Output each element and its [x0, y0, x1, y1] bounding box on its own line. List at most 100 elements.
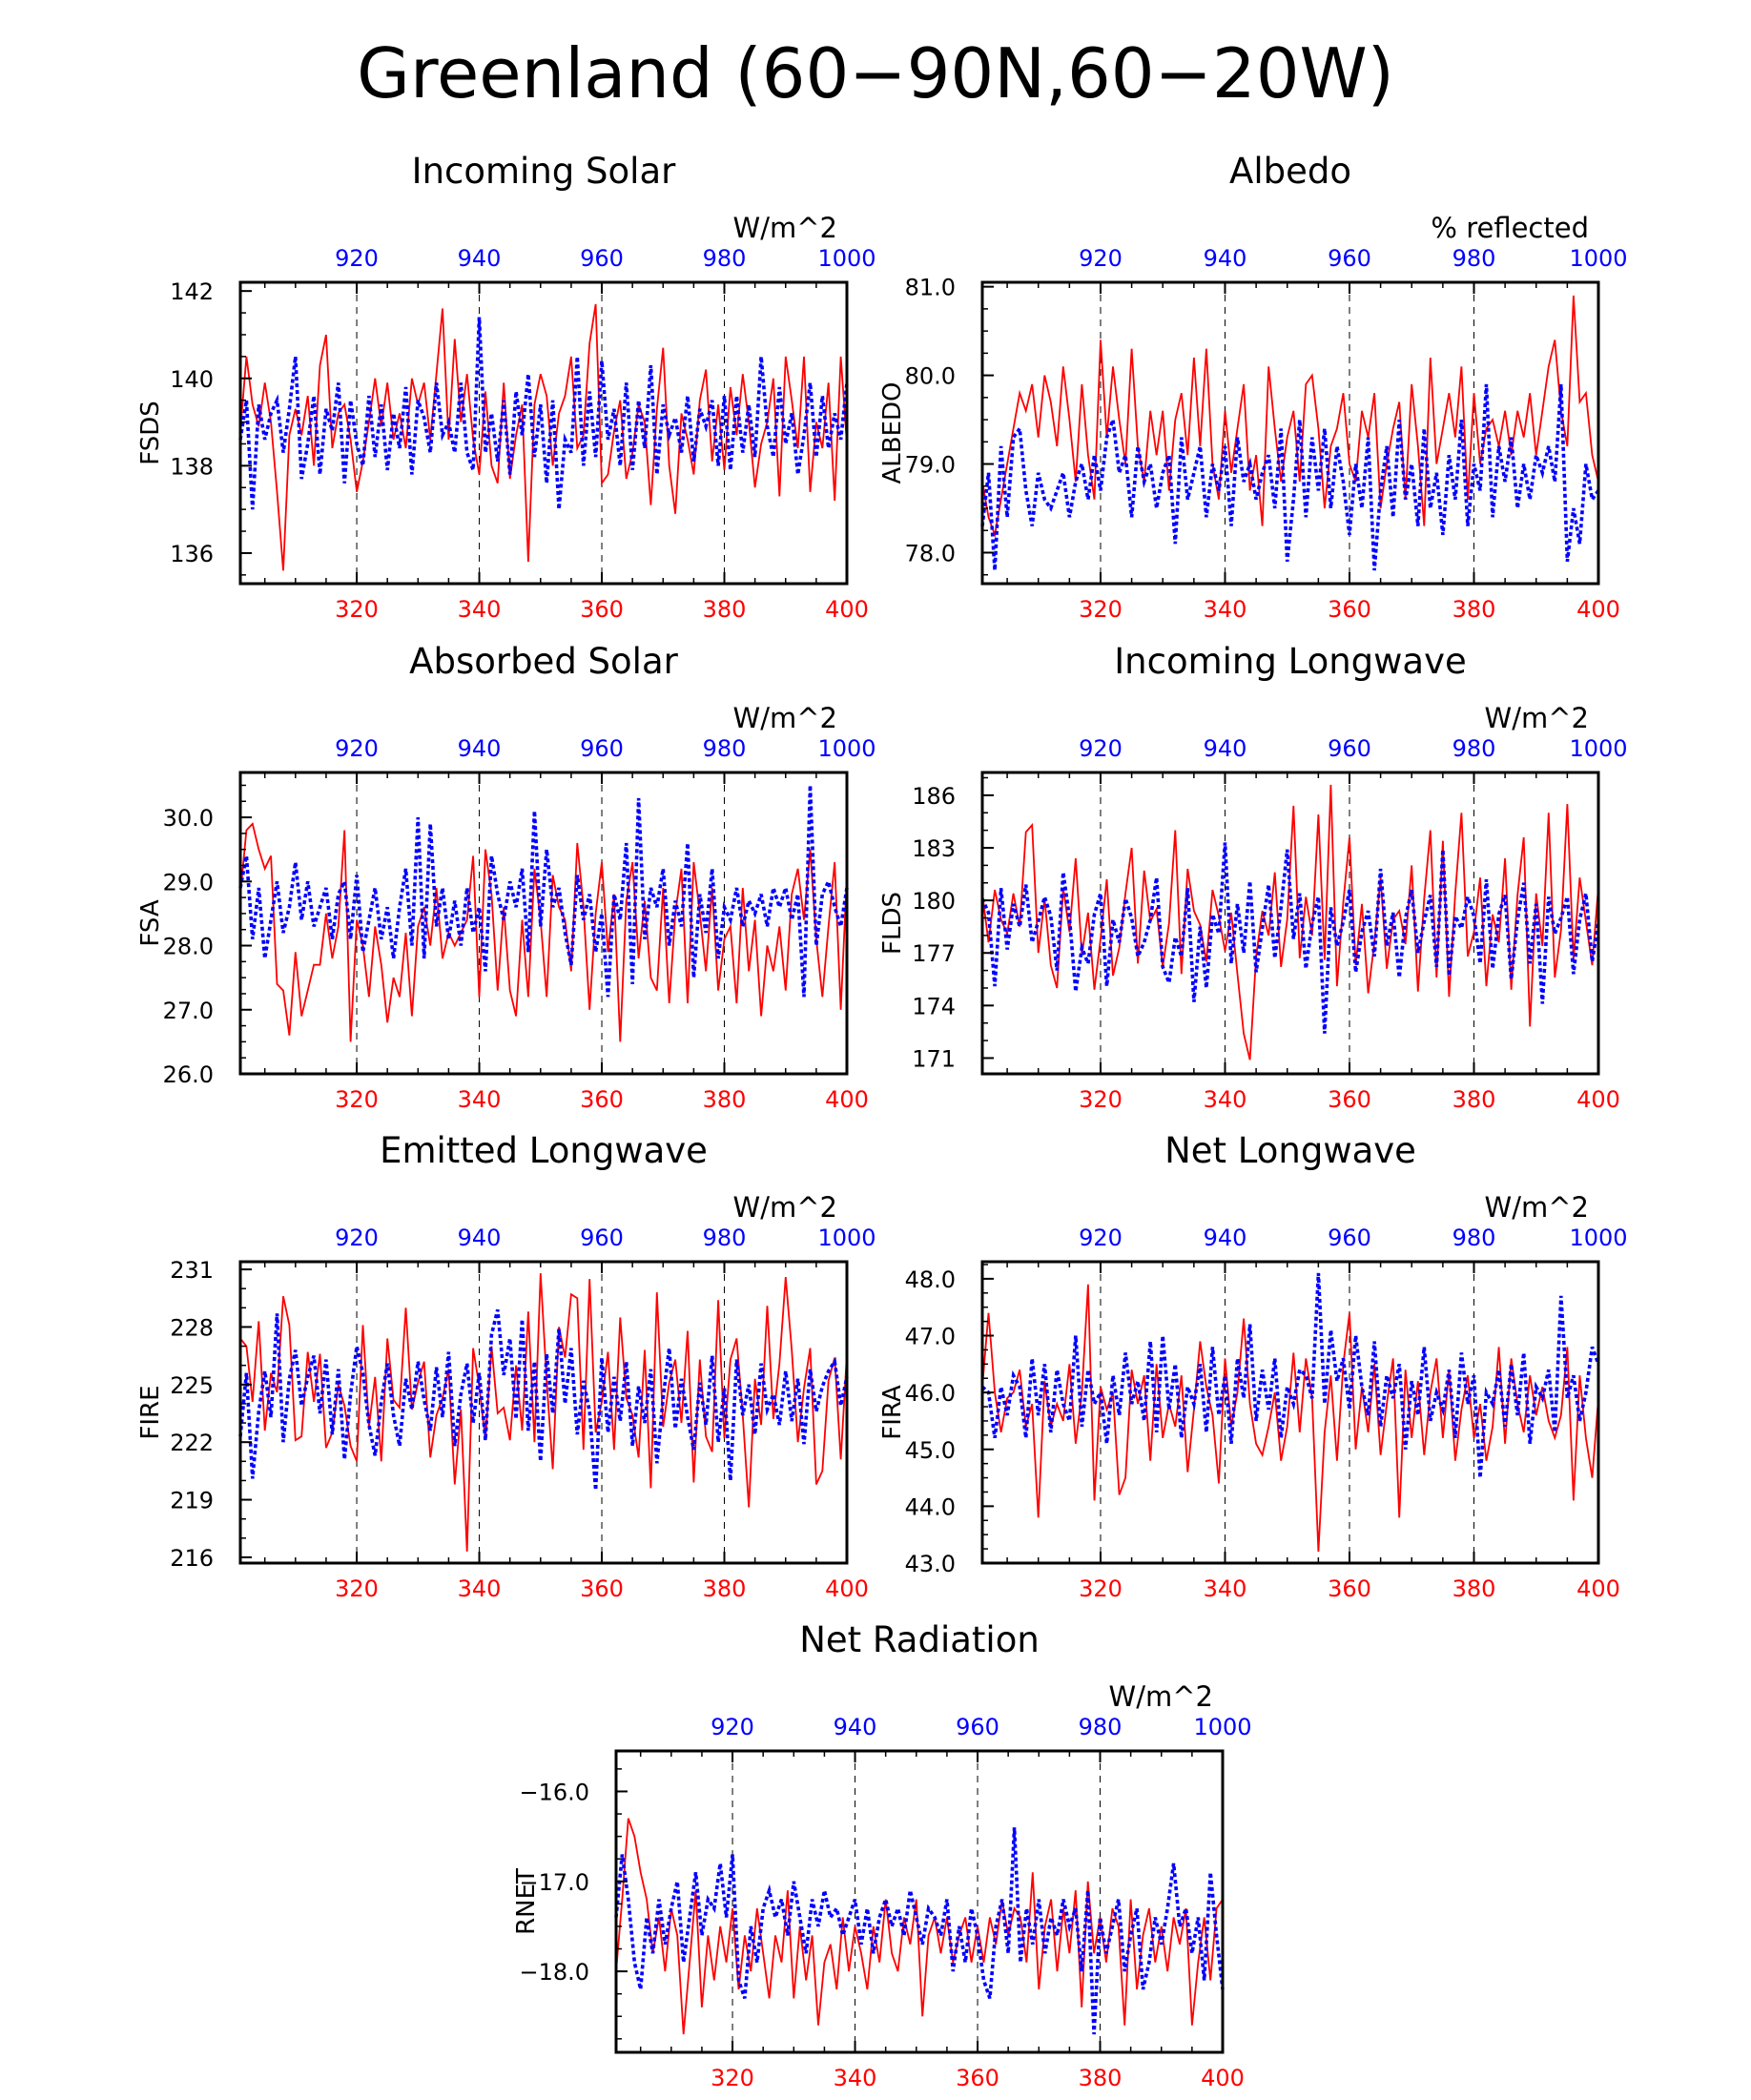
x-tick-label-top: 960 — [580, 1225, 624, 1251]
x-tick-label-top: 980 — [703, 1225, 747, 1251]
y-tick-label: 44.0 — [905, 1493, 956, 1520]
series-line-blue-dotted — [238, 317, 849, 510]
series-line-red — [981, 295, 1599, 539]
panel-title: Absorbed Solar — [409, 641, 678, 682]
y-tick-label: 222 — [170, 1430, 214, 1456]
x-tick-label-bottom: 400 — [1576, 596, 1620, 623]
units-label: W/m^2 — [1485, 1191, 1589, 1224]
x-tick-label-bottom: 320 — [1079, 1575, 1123, 1602]
x-tick-label-bottom: 340 — [1204, 596, 1247, 623]
x-tick-label-top: 980 — [1079, 1714, 1123, 1740]
x-tick-label-top: 980 — [703, 245, 747, 272]
x-tick-label-bottom: 320 — [1079, 1086, 1123, 1113]
x-tick-label-top: 940 — [834, 1714, 877, 1740]
chart-panel: Albedo % reflected ALBEDO 320 340 360 380 400 92… — [878, 151, 1628, 623]
panel-title: Albedo — [1229, 151, 1351, 192]
x-tick-label-bottom: 400 — [1576, 1086, 1620, 1113]
x-tick-label-bottom: 340 — [1204, 1575, 1247, 1602]
y-tick-label: −17.0 — [519, 1869, 589, 1896]
series-line-blue-dotted — [614, 1827, 1225, 2035]
x-tick-label-top: 960 — [1328, 245, 1371, 272]
x-tick-label-top: 1000 — [1569, 1225, 1627, 1251]
x-tick-label-top: 920 — [1079, 1225, 1123, 1251]
y-tick-label: 183 — [912, 835, 956, 862]
x-tick-label-top: 1000 — [1569, 245, 1627, 272]
y-tick-label: 136 — [170, 541, 214, 567]
x-tick-label-bottom: 400 — [1201, 2065, 1245, 2091]
panel-title: Incoming Longwave — [1114, 641, 1467, 682]
y-tick-label: 80.0 — [905, 363, 956, 390]
figure-title: Greenland (60−90N,60−20W) — [357, 33, 1394, 113]
chart-panel: Emitted Longwave W/m^2 FIRE 320 340 360 380 400… — [136, 1130, 876, 1602]
x-tick-label-bottom: 360 — [580, 1086, 624, 1113]
x-tick-label-bottom: 360 — [580, 1575, 624, 1602]
x-tick-label-top: 1000 — [1193, 1714, 1251, 1740]
units-label: W/m^2 — [1485, 702, 1589, 734]
x-tick-label-top: 1000 — [817, 245, 876, 272]
plot-frame — [980, 771, 1600, 1076]
y-tick-label: 79.0 — [905, 452, 956, 479]
x-tick-label-bottom: 320 — [711, 2065, 754, 2091]
y-axis-label: FSA — [136, 899, 165, 946]
y-tick-label: 216 — [170, 1545, 214, 1572]
x-tick-label-bottom: 340 — [1204, 1086, 1247, 1113]
y-tick-label: 171 — [912, 1045, 956, 1072]
x-tick-label-bottom: 340 — [458, 596, 502, 623]
y-tick-label: 186 — [912, 783, 956, 810]
series-line-blue-dotted — [980, 383, 1600, 571]
y-tick-label: 177 — [912, 940, 956, 967]
chart-panel: Incoming Longwave W/m^2 FLDS 320 340 360 380 40… — [878, 641, 1628, 1113]
x-tick-label-top: 940 — [1204, 245, 1247, 272]
plot-frame — [980, 280, 1600, 586]
x-tick-label-top: 920 — [1079, 245, 1123, 272]
y-tick-label: 27.0 — [163, 998, 214, 1024]
y-tick-label: 138 — [170, 453, 214, 480]
y-tick-label: 78.0 — [905, 540, 956, 566]
y-tick-label: 219 — [170, 1488, 214, 1514]
x-tick-label-top: 960 — [1328, 1225, 1371, 1251]
x-tick-label-top: 920 — [711, 1714, 754, 1740]
x-tick-label-bottom: 320 — [335, 1575, 379, 1602]
x-tick-label-top: 960 — [580, 245, 624, 272]
panel-title: Net Radiation — [799, 1619, 1040, 1660]
series-line-red — [239, 821, 848, 1042]
x-tick-label-bottom: 320 — [335, 1086, 379, 1113]
x-tick-label-top: 920 — [1079, 735, 1123, 762]
units-label: W/m^2 — [1109, 1680, 1213, 1713]
x-tick-label-bottom: 380 — [703, 1575, 747, 1602]
x-tick-label-top: 980 — [1452, 245, 1496, 272]
x-tick-label-bottom: 400 — [825, 596, 869, 623]
x-tick-label-top: 920 — [335, 735, 379, 762]
x-tick-label-top: 980 — [1452, 1225, 1496, 1251]
series-line-red — [615, 1818, 1224, 2035]
y-axis-label: RNET — [512, 1868, 541, 1935]
x-tick-label-bottom: 400 — [825, 1086, 869, 1113]
panel-title: Incoming Solar — [412, 151, 676, 192]
x-tick-label-bottom: 380 — [1452, 1086, 1496, 1113]
y-tick-label: 225 — [170, 1372, 214, 1399]
y-tick-label: 45.0 — [905, 1437, 956, 1464]
x-tick-label-top: 980 — [703, 735, 747, 762]
y-tick-label: 174 — [912, 993, 956, 1019]
plot-frame — [238, 280, 849, 586]
units-label: % reflected — [1431, 212, 1589, 244]
y-tick-label: 43.0 — [905, 1551, 956, 1577]
x-tick-label-bottom: 340 — [834, 2065, 877, 2091]
x-tick-label-top: 940 — [1204, 1225, 1247, 1251]
x-tick-label-bottom: 320 — [1079, 596, 1123, 623]
plot-frame — [980, 1260, 1600, 1565]
x-tick-label-top: 960 — [580, 735, 624, 762]
plot-frame — [614, 1749, 1225, 2054]
units-label: W/m^2 — [733, 212, 837, 244]
y-tick-label: 142 — [170, 278, 214, 305]
x-tick-label-top: 960 — [956, 1714, 999, 1740]
x-tick-label-bottom: 380 — [1079, 2065, 1123, 2091]
y-axis-label: FSDS — [136, 401, 165, 465]
y-axis-label: FIRE — [136, 1385, 165, 1439]
x-tick-label-bottom: 360 — [580, 596, 624, 623]
y-tick-label: 140 — [170, 366, 214, 393]
y-tick-label: 81.0 — [905, 275, 956, 301]
y-tick-label: 48.0 — [905, 1266, 956, 1293]
x-tick-label-bottom: 380 — [1452, 1575, 1496, 1602]
y-axis-label: FLDS — [878, 892, 907, 955]
